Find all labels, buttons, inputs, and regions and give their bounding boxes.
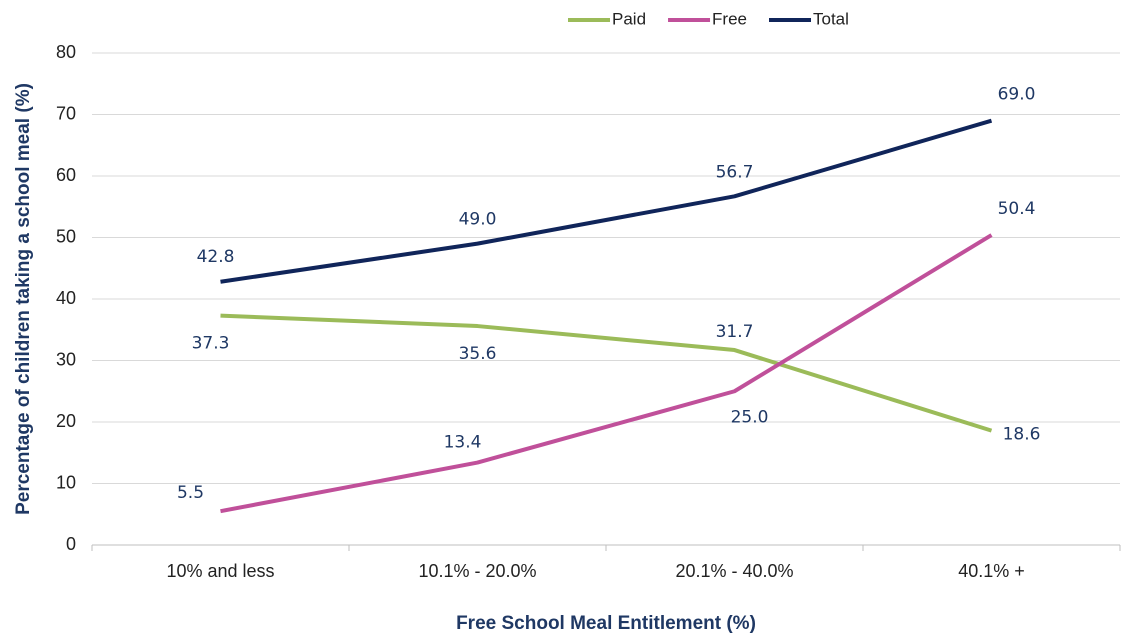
data-label: 69.0 [998, 85, 1036, 105]
data-label: 18.6 [1003, 425, 1041, 445]
data-label: 35.6 [459, 344, 497, 364]
y-tick-label: 80 [56, 42, 76, 62]
line-series [220, 313, 993, 433]
y-axis-label: Percentage of children taking a school m… [13, 83, 34, 515]
y-tick-label: 60 [56, 165, 76, 185]
y-tick-label: 50 [56, 226, 76, 246]
data-label: 5.5 [177, 483, 204, 503]
data-label: 50.4 [998, 199, 1036, 219]
legend-label: Paid [612, 9, 646, 28]
x-tick-label: 40.1% + [958, 561, 1025, 581]
y-tick-label: 40 [56, 288, 76, 308]
x-axis-label: Free School Meal Entitlement (%) [456, 613, 756, 634]
y-tick-label: 0 [66, 534, 76, 554]
line-series [220, 233, 993, 514]
y-tick-label: 10 [56, 472, 76, 492]
line-series [220, 118, 993, 284]
data-label: 37.3 [192, 334, 230, 354]
x-tick-label: 10% and less [166, 561, 274, 581]
x-tick-label: 10.1% - 20.0% [418, 561, 536, 581]
y-tick-label: 20 [56, 411, 76, 431]
data-label: 13.4 [444, 433, 482, 453]
legend-label: Free [712, 9, 747, 28]
x-tick-label: 20.1% - 40.0% [675, 561, 793, 581]
legend-label: Total [813, 9, 849, 28]
y-tick-label: 30 [56, 349, 76, 369]
data-label: 49.0 [459, 210, 497, 230]
data-label: 31.7 [716, 322, 754, 342]
data-label: 42.8 [197, 247, 235, 267]
data-label: 56.7 [716, 162, 754, 182]
data-label: 25.0 [731, 407, 769, 427]
y-tick-label: 70 [56, 103, 76, 123]
